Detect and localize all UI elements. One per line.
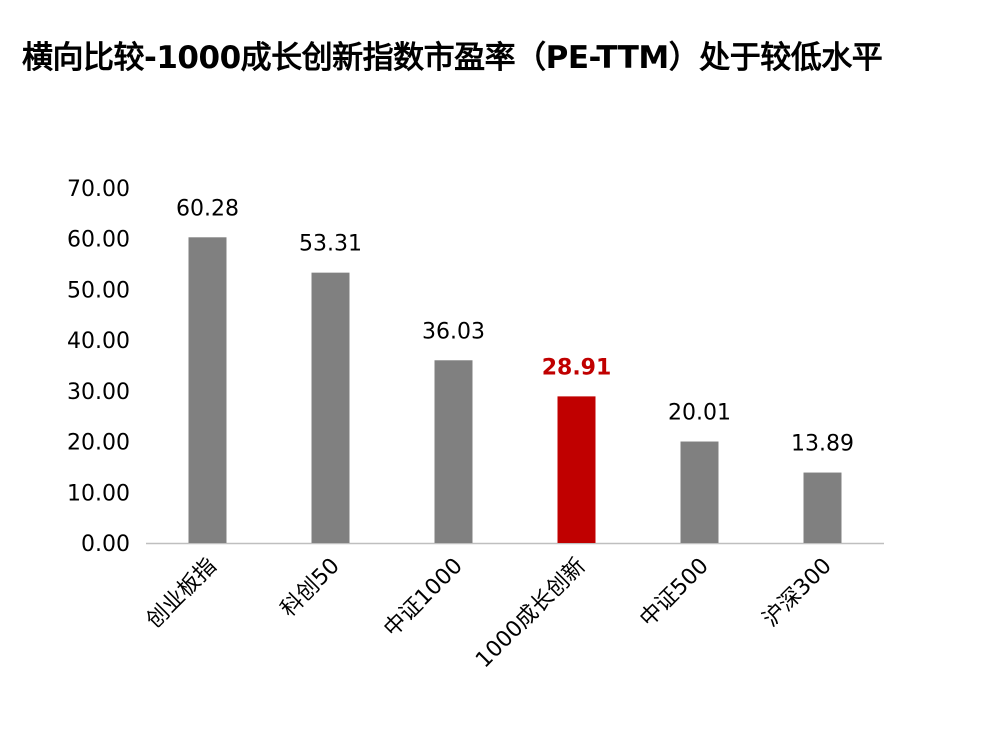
bar xyxy=(557,396,596,543)
data-label: 60.28 xyxy=(176,196,239,221)
y-tick-label: 20.00 xyxy=(67,431,130,456)
category-labels: 创业板指 科创50 中证1000 1000成长创新 中证500 沪深300 xyxy=(142,554,837,674)
category-label: 沪深300 xyxy=(758,554,836,632)
y-tick-label: 50.00 xyxy=(67,278,130,303)
y-axis-ticks: 0.00 10.00 20.00 30.00 40.00 50.00 60.00 70.00 xyxy=(67,177,130,557)
bars xyxy=(188,237,842,543)
category-label: 中证1000 xyxy=(379,554,467,642)
y-tick-label: 10.00 xyxy=(67,481,130,506)
y-tick-label: 30.00 xyxy=(67,380,130,405)
data-labels: 60.28 53.31 36.03 28.91 20.01 13.89 xyxy=(176,196,854,456)
y-tick-label: 40.00 xyxy=(67,329,130,354)
chart-title: 横向比较-1000成长创新指数市盈率（PE-TTM）处于较低水平 xyxy=(22,40,883,76)
data-label: 28.91 xyxy=(542,355,612,380)
category-label: 1000成长创新 xyxy=(471,554,591,674)
category-label: 中证500 xyxy=(635,554,713,632)
data-label: 53.31 xyxy=(299,232,362,257)
data-label: 13.89 xyxy=(791,432,854,457)
bar xyxy=(803,472,842,543)
bar xyxy=(311,272,350,543)
category-label: 创业板指 xyxy=(142,554,222,634)
y-tick-label: 70.00 xyxy=(67,177,130,202)
bar xyxy=(680,441,719,543)
data-label: 36.03 xyxy=(422,319,485,344)
category-label: 科创50 xyxy=(276,554,345,623)
y-tick-label: 0.00 xyxy=(81,532,130,557)
bar xyxy=(188,237,227,543)
data-label: 20.01 xyxy=(668,401,731,426)
bar xyxy=(434,360,473,543)
y-tick-label: 60.00 xyxy=(67,228,130,253)
